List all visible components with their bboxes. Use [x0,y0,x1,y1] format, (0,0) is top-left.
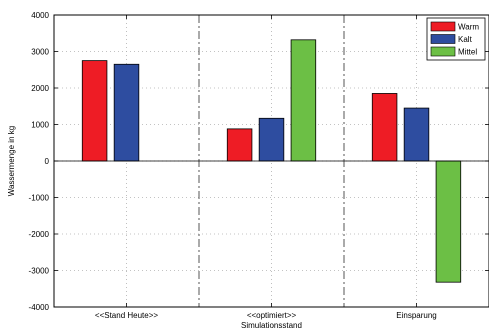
bar-kalt [113,63,140,162]
x-tick-label: <<Stand Heute>> [95,311,158,320]
bar-kalt [403,107,430,162]
legend-swatch-mittel [430,46,456,57]
y-tick-label: 3000 [31,48,49,57]
legend-swatch-kalt [430,34,456,44]
legend-swatch-warm [430,21,456,32]
y-tick-label: 4000 [31,11,49,20]
y-tick-label: -4000 [29,303,50,312]
y-axis-label: Wassermenge in kg [7,126,16,196]
bar-kalt [258,117,285,162]
y-tick-label: -3000 [29,267,50,276]
y-tick-label: -2000 [29,230,50,239]
y-tick-label: -1000 [29,194,50,203]
bar-warm [81,60,108,162]
legend-label-mittel: Mittel [458,48,477,57]
ticks-layer: -4000 -3000 -2000 -1000 0 1000 2000 3000 4000 <<S… [29,11,489,320]
x-tick-label: <<optimiert>> [247,311,297,320]
legend-label-warm: Warm [458,23,479,32]
bar-mittel [435,160,462,283]
bar-warm [226,128,253,162]
bar-warm [371,93,398,162]
x-axis-label: Simulationsstand [241,321,302,330]
legend: Warm Kalt Mittel [426,17,486,61]
bar-mittel [290,39,317,162]
bars-layer [81,39,462,283]
y-tick-label: 1000 [31,121,49,130]
legend-label-kalt: Kalt [458,35,473,44]
y-tick-label: 2000 [31,84,49,93]
y-tick-label: 0 [45,157,50,166]
x-tick-label: Einsparung [396,311,436,320]
